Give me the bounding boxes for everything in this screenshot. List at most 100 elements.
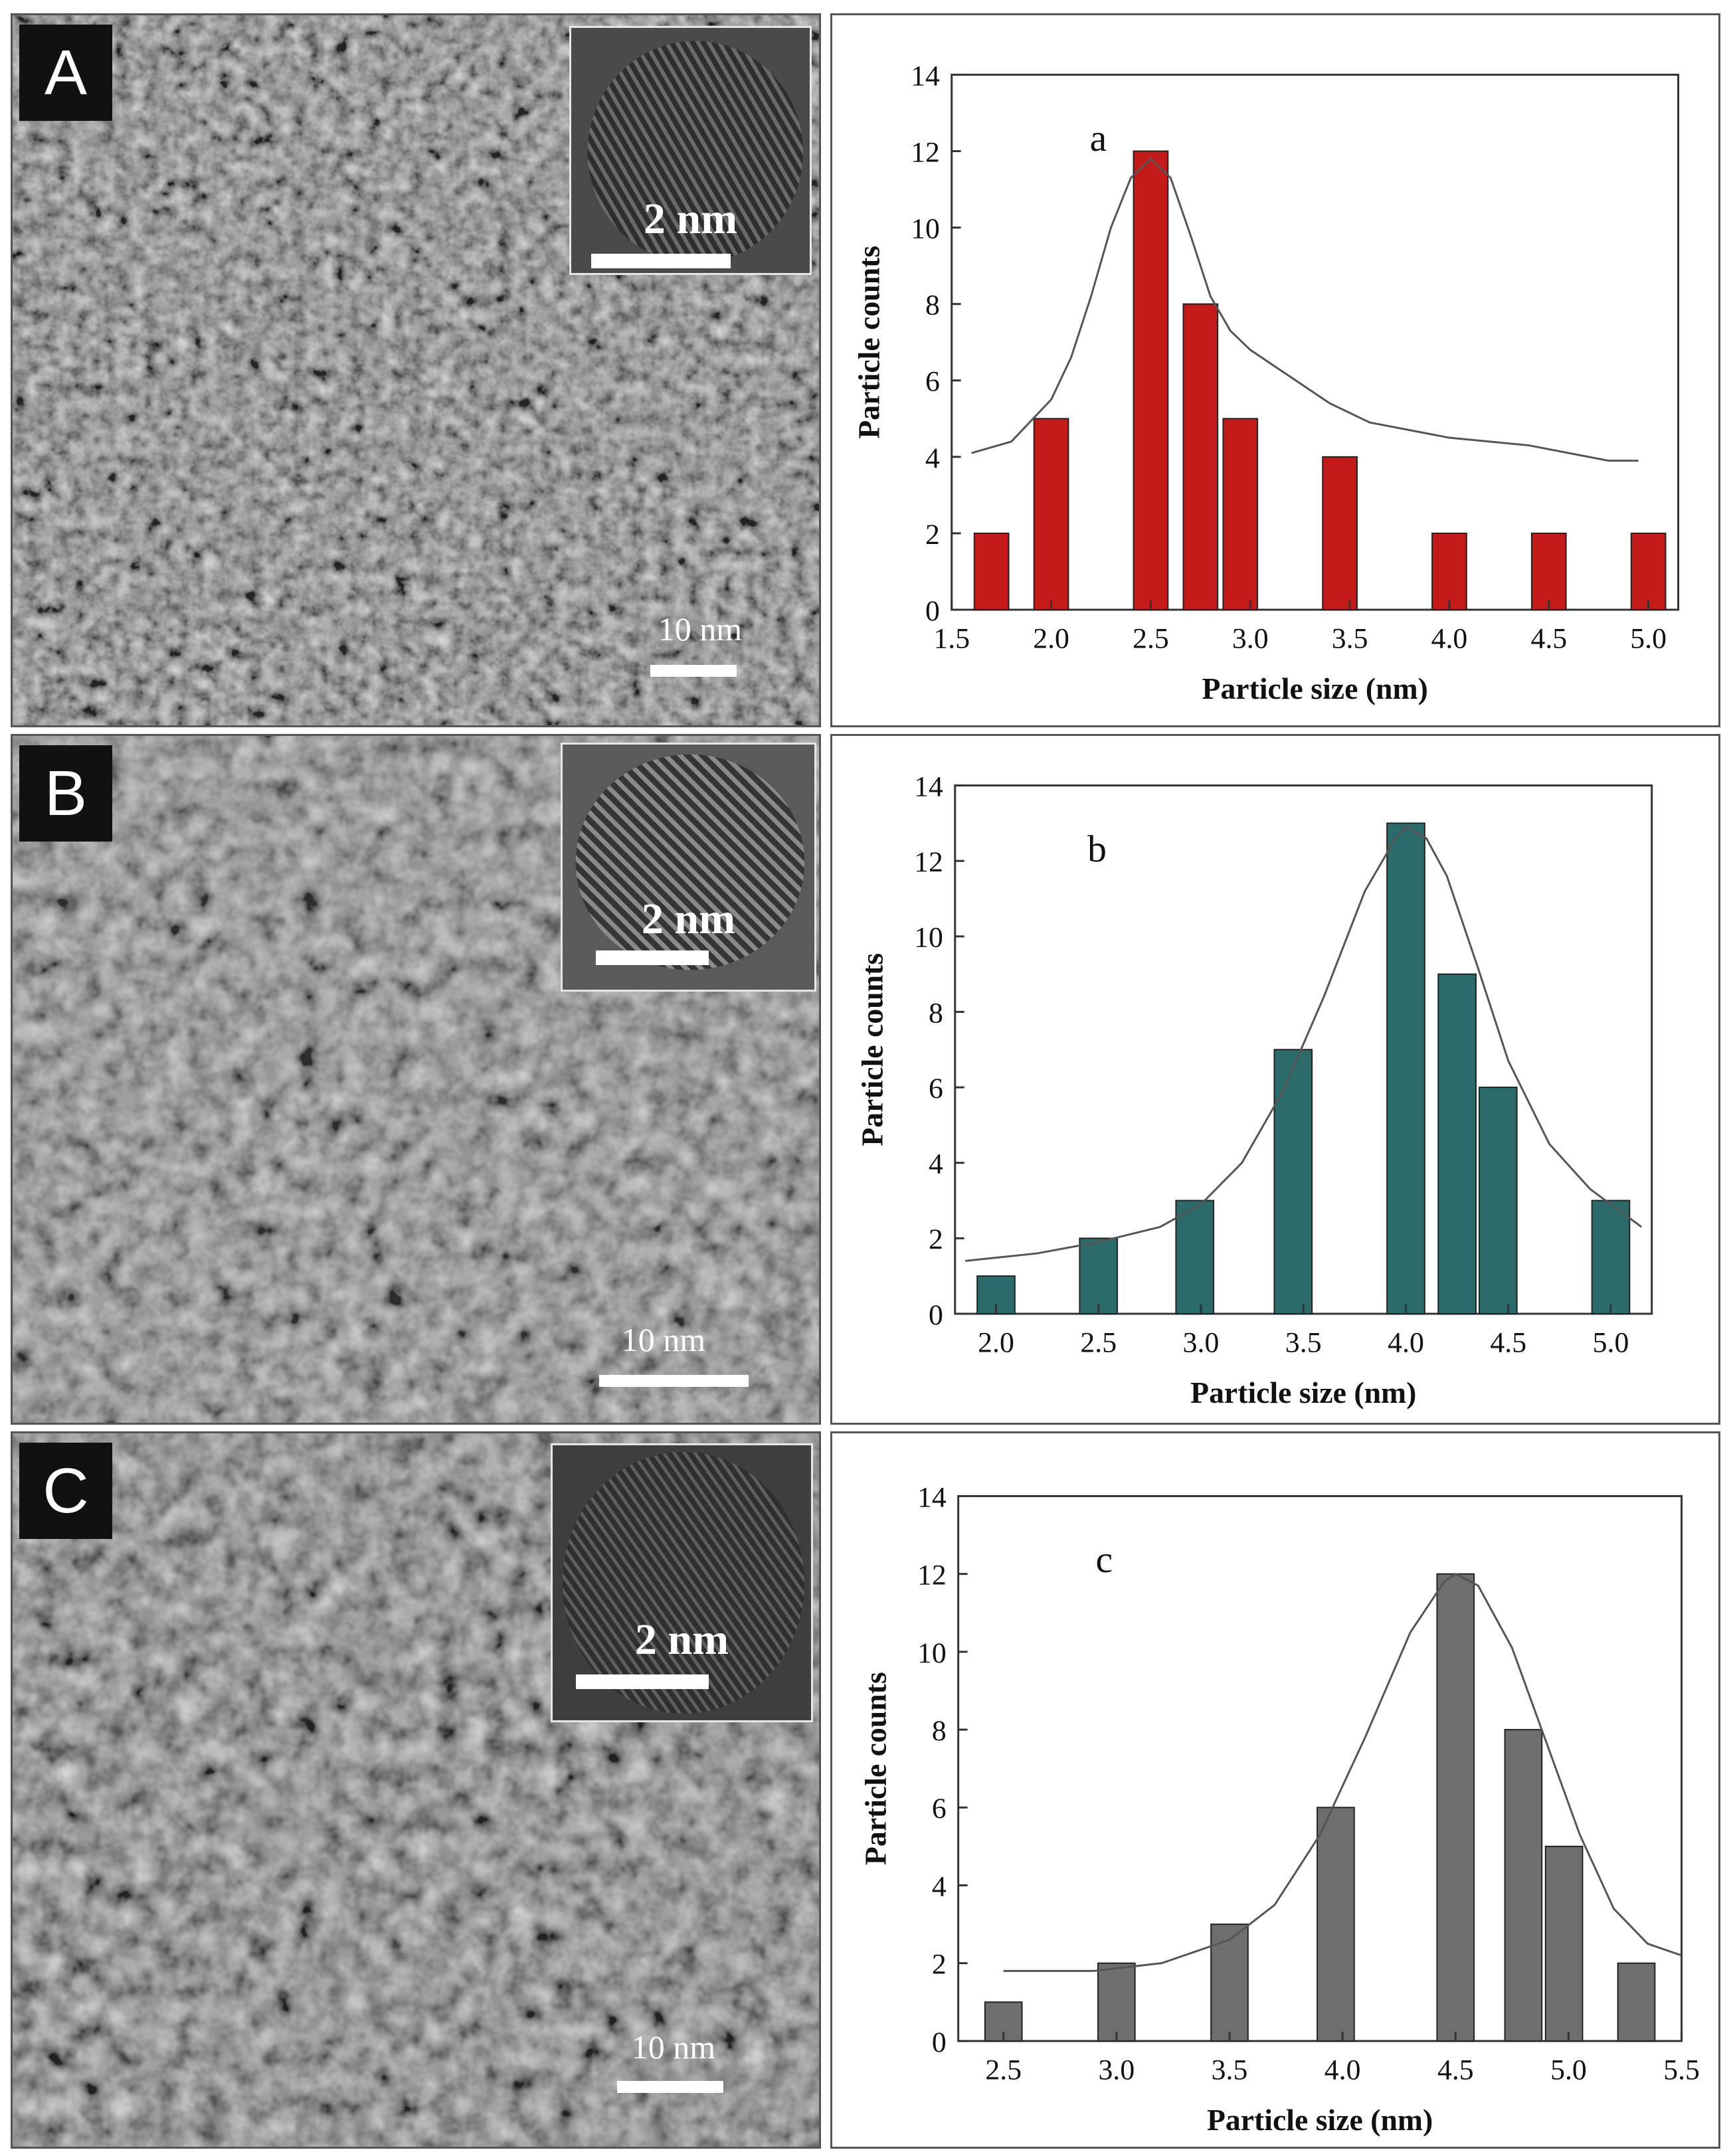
- x-tick-label: 5.0: [1593, 1327, 1629, 1359]
- y-axis-label: Particle counts: [858, 1672, 892, 1865]
- y-axis-label: Particle counts: [855, 953, 889, 1146]
- inset-scale-bar-b: [596, 950, 709, 965]
- y-tick-label: 12: [914, 846, 943, 878]
- image-scale-label-c: 10 nm: [631, 2028, 716, 2066]
- y-tick-label: 4: [925, 442, 940, 474]
- x-tick-label: 1.5: [933, 623, 970, 655]
- x-tick-label: 5.5: [1663, 2054, 1700, 2086]
- inset-scale-bar-c: [576, 1674, 709, 1689]
- x-tick-label: 5.0: [1630, 623, 1667, 655]
- tem-image-c: C 2 nm 10 nm: [11, 1431, 821, 2149]
- fit-curve: [971, 157, 1639, 462]
- x-tick-label: 3.0: [1232, 623, 1269, 655]
- y-tick-label: 2: [925, 519, 940, 551]
- x-tick-label: 5.0: [1550, 2054, 1587, 2086]
- y-tick-label: 8: [925, 290, 940, 321]
- histogram-bar: [1033, 418, 1069, 610]
- x-tick-label: 3.5: [1332, 623, 1368, 655]
- x-tick-label: 3.5: [1212, 2054, 1248, 2086]
- histogram-panel-b: 0 2 4 6 8 10 12 14 2.0 2.5 3.0 3.5 4.0 4.5 5.0 Particle…: [830, 734, 1720, 1425]
- histogram-bar: [1630, 532, 1667, 610]
- y-tick-label: 12: [911, 136, 940, 168]
- histogram-c: 0 2 4 6 8 10 12 14 2.5 3.0 3.5 4.0 4.5 5.0 5.5 Particle…: [858, 1481, 1700, 2137]
- image-scale-bar-c: [617, 2081, 723, 2093]
- inset-scale-bar-a: [591, 254, 731, 268]
- histogram-bar: [1479, 1087, 1518, 1314]
- y-tick-label: 8: [932, 1715, 947, 1747]
- image-scale-label-a: 10 nm: [658, 610, 743, 648]
- x-axis-label: Particle size (nm): [1190, 1376, 1416, 1409]
- x-tick-label: 4.5: [1530, 623, 1567, 655]
- panel-letter-c: C: [19, 1443, 112, 1539]
- x-axis-label: Particle size (nm): [1207, 2103, 1433, 2137]
- hrtem-inset-b: 2 nm: [561, 743, 816, 992]
- histogram-bar: [1431, 532, 1467, 610]
- panel-letter-b: B: [19, 745, 112, 842]
- y-tick-label: 10: [911, 213, 940, 245]
- y-tick-label: 6: [932, 1793, 947, 1825]
- x-tick-label: 2.0: [978, 1327, 1014, 1359]
- histogram-panel-a: 0 2 4 6 8 10 12 14 1.5 2.0 2.5 3.0 3.5 4.0 4.5 5.0 Parti…: [830, 13, 1720, 727]
- x-tick-label: 2.0: [1033, 623, 1069, 655]
- panel-letter-a: A: [19, 25, 112, 121]
- histogram-a: 0 2 4 6 8 10 12 14 1.5 2.0 2.5 3.0 3.5 4.0 4.5 5.0 Parti…: [852, 60, 1680, 705]
- histogram-bar: [973, 532, 1010, 610]
- y-tick-label: 14: [914, 770, 943, 802]
- chart-panel-label: a: [1090, 118, 1107, 159]
- histogram-bar: [1133, 150, 1169, 610]
- chart-panel-label: b: [1087, 828, 1107, 870]
- x-tick-label: 2.5: [1133, 623, 1169, 655]
- histogram-bar: [1317, 1807, 1355, 2042]
- histogram-bar: [1222, 418, 1259, 610]
- histogram-panel-c: 0 2 4 6 8 10 12 14 2.5 3.0 3.5 4.0 4.5 5.0 5.5 Particle…: [830, 1431, 1720, 2149]
- y-tick-label: 8: [929, 997, 943, 1029]
- y-tick-label: 14: [917, 1481, 947, 1513]
- image-scale-bar-a: [650, 665, 737, 677]
- y-tick-label: 4: [929, 1148, 943, 1180]
- y-tick-label: 14: [911, 60, 940, 92]
- hrtem-inset-a: 2 nm: [569, 26, 812, 275]
- image-scale-bar-b: [599, 1375, 749, 1387]
- tem-image-a: A 2 nm 10 nm: [11, 13, 821, 727]
- histogram-bar: [1504, 1729, 1543, 2042]
- y-tick-label: 2: [932, 1949, 947, 1981]
- x-tick-label: 4.0: [1431, 623, 1468, 655]
- histogram-bar: [984, 2001, 1023, 2042]
- histogram-bar: [1591, 1200, 1631, 1314]
- histogram-bar: [1273, 1049, 1313, 1314]
- histogram-bar: [1617, 1962, 1656, 2042]
- y-tick-label: 10: [914, 922, 943, 954]
- y-tick-label: 6: [929, 1073, 943, 1105]
- x-tick-label: 4.0: [1324, 2054, 1361, 2086]
- y-tick-label: 10: [917, 1637, 947, 1669]
- y-tick-label: 12: [917, 1560, 947, 1591]
- fit-curve: [1003, 1572, 1683, 1972]
- y-axis-label: Particle counts: [852, 246, 885, 439]
- x-axis-label: Particle size (nm): [1202, 672, 1428, 705]
- image-scale-label-b: 10 nm: [621, 1321, 706, 1358]
- y-tick-label: 2: [929, 1223, 943, 1255]
- x-tick-label: 4.5: [1437, 2054, 1474, 2086]
- y-tick-label: 0: [932, 2026, 947, 2058]
- inset-scale-label-a: 2 nm: [643, 195, 738, 243]
- histogram-bar: [1386, 822, 1425, 1314]
- lattice-fringes-a: [571, 28, 810, 273]
- histogram-bar: [1182, 303, 1219, 610]
- histogram-bar: [1097, 1962, 1136, 2042]
- y-tick-label: 4: [932, 1870, 947, 1902]
- x-tick-label: 2.5: [1080, 1327, 1117, 1359]
- histogram-b: 0 2 4 6 8 10 12 14 2.0 2.5 3.0 3.5 4.0 4.5 5.0 Particle…: [855, 770, 1653, 1409]
- x-tick-label: 4.5: [1490, 1327, 1526, 1359]
- y-tick-label: 0: [929, 1299, 943, 1331]
- histogram-bar: [1530, 532, 1567, 610]
- histogram-bar: [1544, 1845, 1584, 2042]
- histogram-bar: [1079, 1237, 1119, 1314]
- inset-scale-label-b: 2 nm: [641, 895, 736, 943]
- histogram-bar: [1436, 1573, 1475, 2042]
- lattice-fringes-b: [563, 745, 814, 990]
- x-tick-label: 3.0: [1183, 1327, 1220, 1359]
- histogram-bar: [1437, 973, 1477, 1314]
- plot-frame: [951, 74, 1680, 611]
- x-tick-label: 3.5: [1285, 1327, 1322, 1359]
- y-tick-label: 6: [925, 366, 940, 398]
